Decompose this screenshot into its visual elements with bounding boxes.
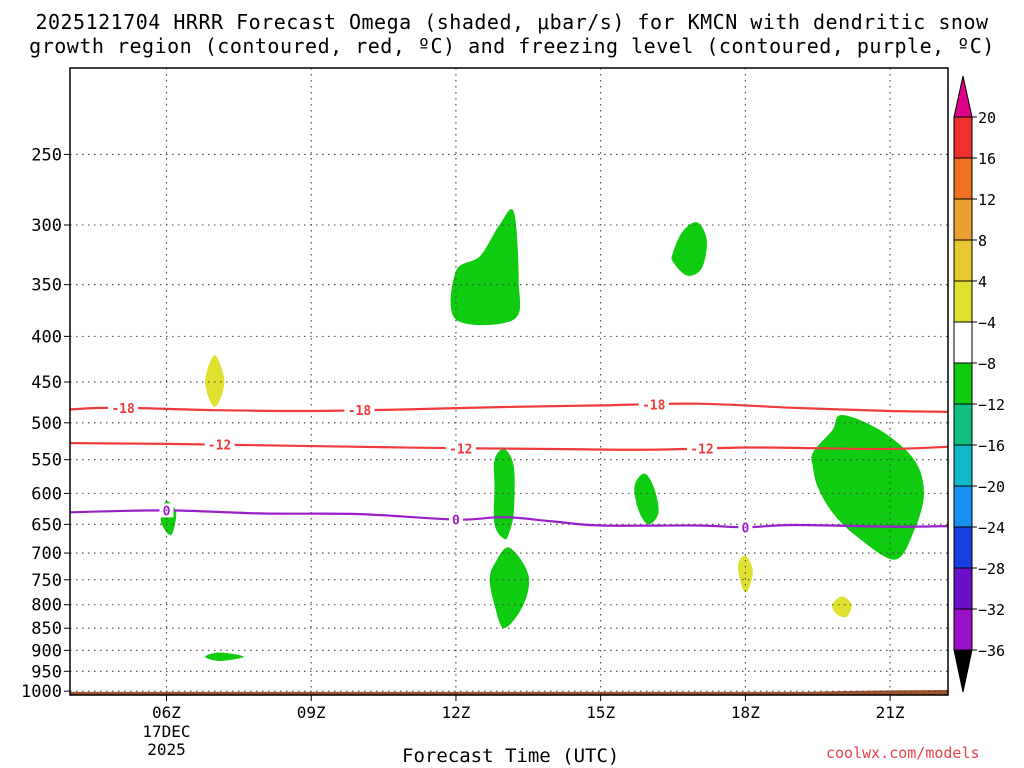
colorbar-bin-2: [953, 157, 973, 200]
ytick-label-500: 500: [31, 414, 62, 434]
contour-label-0: 0: [741, 521, 749, 536]
colorbar-bin-3: [953, 198, 973, 241]
credit-link[interactable]: coolwx.com/models: [826, 744, 980, 762]
chart-title-line1: 2025121704 HRRR Forecast Omega (shaded, …: [35, 10, 989, 34]
contour-label-bg: [445, 441, 476, 456]
colorbar-bin-5: [953, 280, 973, 323]
omega-region-6: [811, 415, 924, 560]
omega-region-9: [205, 652, 244, 661]
ytick-label-650: 650: [31, 515, 62, 535]
xtick-label-21Z: 21Z: [876, 703, 905, 722]
terrain-surface: [70, 690, 948, 695]
contour-label-bg: [638, 397, 669, 412]
xtick-label-18Z: 18Z: [731, 703, 760, 722]
contour-label--12: -12: [690, 442, 713, 457]
chart-title-line2: growth region (contoured, red, ºC) and f…: [29, 34, 995, 58]
contour-label--18: -18: [642, 398, 666, 413]
xtick-label-15Z: 15Z: [586, 703, 615, 722]
grid-layer: [70, 68, 948, 695]
contour-label--12: -12: [449, 442, 472, 457]
colorbar-label-16: 16: [978, 150, 996, 168]
ytick-label-950: 950: [31, 662, 62, 682]
colorbar-label--12: −12: [978, 396, 1005, 414]
ytick-label-400: 400: [31, 327, 62, 347]
contour-label-bg: [686, 441, 717, 456]
colorbar-bin-8: [953, 403, 973, 446]
ytick-label-350: 350: [31, 276, 62, 296]
colorbar-bin-9: [953, 444, 973, 487]
colorbar-label--32: −32: [978, 601, 1005, 619]
x-axis-title: Forecast Time (UTC): [402, 745, 620, 767]
omega-region-4: [489, 547, 530, 629]
omega-region-1: [450, 209, 521, 326]
omega-shading-layer: [160, 209, 924, 661]
xtick-sublabel-1: 17DEC: [142, 722, 190, 741]
colorbar-label--20: −20: [978, 478, 1005, 496]
colorbar-bin-6: [953, 321, 973, 364]
colorbar: 20 16 12 8 4 −4 −8 −12 −16 −20 −24 −28 −32 −36: [953, 75, 1005, 693]
colorbar-label-12: 12: [978, 191, 996, 209]
xtick-label-06Z: 06Z: [152, 703, 181, 722]
contour-0: [69, 509, 949, 529]
contour-label-0: 0: [163, 504, 171, 519]
contour-label-bg: [344, 403, 375, 418]
colorbar-label--16: −16: [978, 437, 1005, 455]
contour-label--12: -12: [208, 439, 231, 454]
contour-label-bg: [448, 512, 463, 527]
colorbar-below-arrow: [953, 649, 973, 693]
colorbar-bin-4: [953, 239, 973, 282]
colorbar-label--8: −8: [978, 355, 996, 373]
colorbar-label--4: −4: [978, 314, 996, 332]
colorbar-label--24: −24: [978, 519, 1005, 537]
ytick-label-450: 450: [31, 373, 62, 393]
ytick-label-250: 250: [31, 145, 62, 165]
colorbar-label-20: 20: [978, 109, 996, 127]
xtick-label-12Z: 12Z: [441, 703, 470, 722]
ytick-label-850: 850: [31, 619, 62, 639]
ytick-label-700: 700: [31, 544, 62, 564]
colorbar-label--36: −36: [978, 642, 1005, 660]
terrain-layer: [70, 690, 948, 695]
xtick-label-09Z: 09Z: [297, 703, 326, 722]
colorbar-bin-7: [953, 362, 973, 405]
contour-label-bg: [738, 520, 753, 535]
ytick-label-550: 550: [31, 451, 62, 471]
colorbar-bin-10: [953, 485, 973, 528]
colorbar-above-arrow: [953, 75, 973, 118]
contour--12: [69, 442, 949, 451]
colorbar-label-4: 4: [978, 273, 987, 291]
omega-region-11: [832, 596, 852, 618]
omega-region-8: [205, 355, 225, 407]
omega-region-3: [493, 448, 515, 540]
contour-label-bg: [204, 437, 235, 452]
contour--18: [69, 402, 949, 413]
contour-label--18: -18: [348, 404, 372, 419]
colorbar-bin-12: [953, 567, 973, 610]
ytick-label-750: 750: [31, 571, 62, 591]
contour-layer: -18 -18 -18 -12 -12 -12 0 0 0: [69, 397, 949, 536]
contour-label-bg: [108, 400, 139, 415]
colorbar-label--28: −28: [978, 560, 1005, 578]
colorbar-bin-13: [953, 608, 973, 651]
ytick-label-300: 300: [31, 216, 62, 236]
ytick-label-800: 800: [31, 596, 62, 616]
xtick-sublabel-2: 2025: [147, 740, 186, 759]
omega-region-2: [671, 222, 707, 276]
contour-label--18: -18: [111, 402, 135, 417]
ytick-label-600: 600: [31, 484, 62, 504]
axis-layer: 2503003504004505005506006507007508008509…: [21, 145, 905, 759]
omega-region-10: [737, 555, 753, 593]
omega-region-5: [634, 473, 659, 525]
contour-label-0: 0: [452, 514, 460, 529]
ytick-label-1000: 1000: [21, 682, 62, 702]
colorbar-bin-1: [953, 116, 973, 159]
colorbar-label-8: 8: [978, 232, 987, 250]
colorbar-bin-11: [953, 526, 973, 569]
contour-label-bg: [159, 503, 174, 518]
ytick-label-900: 900: [31, 641, 62, 661]
